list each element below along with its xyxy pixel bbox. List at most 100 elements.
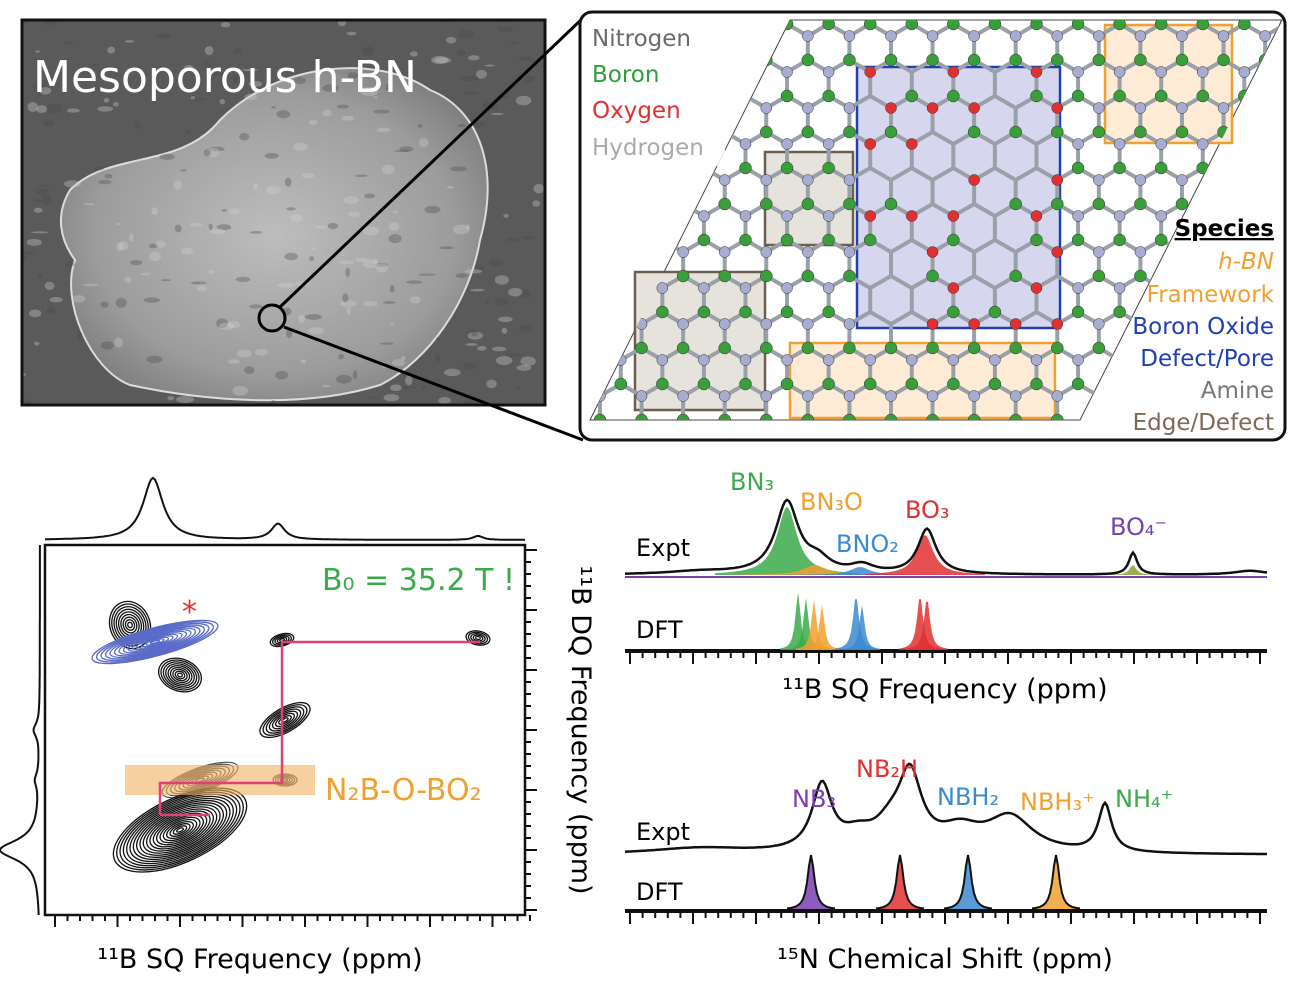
atom (864, 450, 876, 462)
texture-speck (216, 318, 229, 329)
atom (905, 20, 919, 31)
bond (226, 420, 247, 432)
texture-speck (464, 269, 483, 274)
atom (532, 427, 543, 438)
atom (760, 125, 773, 139)
texture-speck (26, 238, 42, 246)
contour (116, 789, 244, 871)
atom (780, 233, 794, 247)
texture-speck (406, 280, 423, 284)
atom (635, 413, 648, 420)
texture-speck (32, 82, 47, 91)
atom (1176, 463, 1187, 474)
contour (278, 714, 292, 726)
atom (1030, 354, 1043, 366)
contour (172, 825, 188, 835)
atom (1113, 210, 1126, 222)
contour (100, 622, 210, 662)
texture-speck (218, 322, 235, 331)
atom (884, 341, 898, 355)
atom (1154, 161, 1168, 175)
atom (967, 413, 981, 420)
atom (843, 413, 856, 420)
projection (0, 545, 41, 916)
bond (829, 456, 850, 468)
texture-speck (486, 379, 497, 389)
texture-speck (390, 322, 395, 326)
atom (1155, 138, 1167, 150)
species-label: Defect/Pore (1140, 346, 1274, 372)
texture-speck (405, 375, 413, 386)
atom (1176, 30, 1188, 42)
texture-speck (308, 327, 325, 335)
texture-speck (39, 86, 52, 95)
atom (1280, 0, 1291, 6)
texture-speck (491, 112, 504, 116)
bond (247, 456, 268, 468)
legend-hydrogen: Hydrogen (592, 135, 704, 161)
atom (1051, 174, 1064, 186)
texture-speck (495, 297, 509, 307)
texture-speck (114, 337, 123, 348)
texture-speck (229, 208, 241, 215)
contour (176, 827, 184, 833)
texture-speck (322, 84, 339, 93)
texture-speck (342, 293, 349, 303)
x-axis-label: ¹¹B SQ Frequency (ppm) (782, 674, 1107, 705)
atom (822, 354, 835, 366)
atom (1009, 413, 1022, 420)
atom (781, 210, 793, 222)
connectivity-path (158, 640, 480, 815)
bond (1286, 384, 1300, 396)
atom (1218, 486, 1230, 498)
bond (434, 456, 455, 468)
atom (822, 138, 835, 150)
bond (642, 456, 663, 468)
texture-speck (520, 356, 536, 367)
bond (309, 420, 330, 432)
texture-speck (37, 273, 43, 279)
atom (657, 0, 668, 6)
atom (739, 138, 752, 150)
atom (801, 125, 815, 139)
bond (953, 456, 974, 468)
atom (1051, 413, 1064, 420)
texture-speck (495, 356, 513, 366)
atom (1072, 138, 1084, 150)
atom (843, 197, 856, 211)
texture-speck (181, 247, 194, 255)
texture-speck (35, 188, 50, 196)
atom (1176, 174, 1188, 186)
bond (413, 456, 434, 468)
atom (1113, 89, 1126, 103)
texture-speck (46, 103, 62, 114)
texture-speck (220, 22, 231, 28)
atom (822, 20, 835, 31)
atom (967, 341, 981, 355)
texture-speck (362, 46, 375, 56)
contour (262, 704, 308, 736)
bond (1286, 348, 1300, 360)
texture-speck (388, 221, 400, 231)
atom (1176, 102, 1188, 114)
atom (1134, 486, 1146, 498)
atom (718, 341, 731, 355)
texture-speck (418, 137, 429, 148)
atom (1073, 0, 1084, 6)
bond (1140, 456, 1161, 468)
atom (1175, 125, 1189, 139)
texture-speck (336, 374, 352, 384)
texture-speck (385, 83, 391, 91)
atom (1009, 53, 1022, 67)
atom (1175, 197, 1189, 211)
atom (1259, 30, 1271, 42)
texture-speck (232, 386, 248, 396)
atom (1196, 20, 1210, 31)
atom (906, 0, 917, 6)
contour (126, 795, 234, 865)
atom (532, 450, 544, 462)
contour (131, 633, 179, 651)
atom (760, 174, 773, 186)
atom (635, 341, 648, 355)
atom (719, 486, 731, 498)
